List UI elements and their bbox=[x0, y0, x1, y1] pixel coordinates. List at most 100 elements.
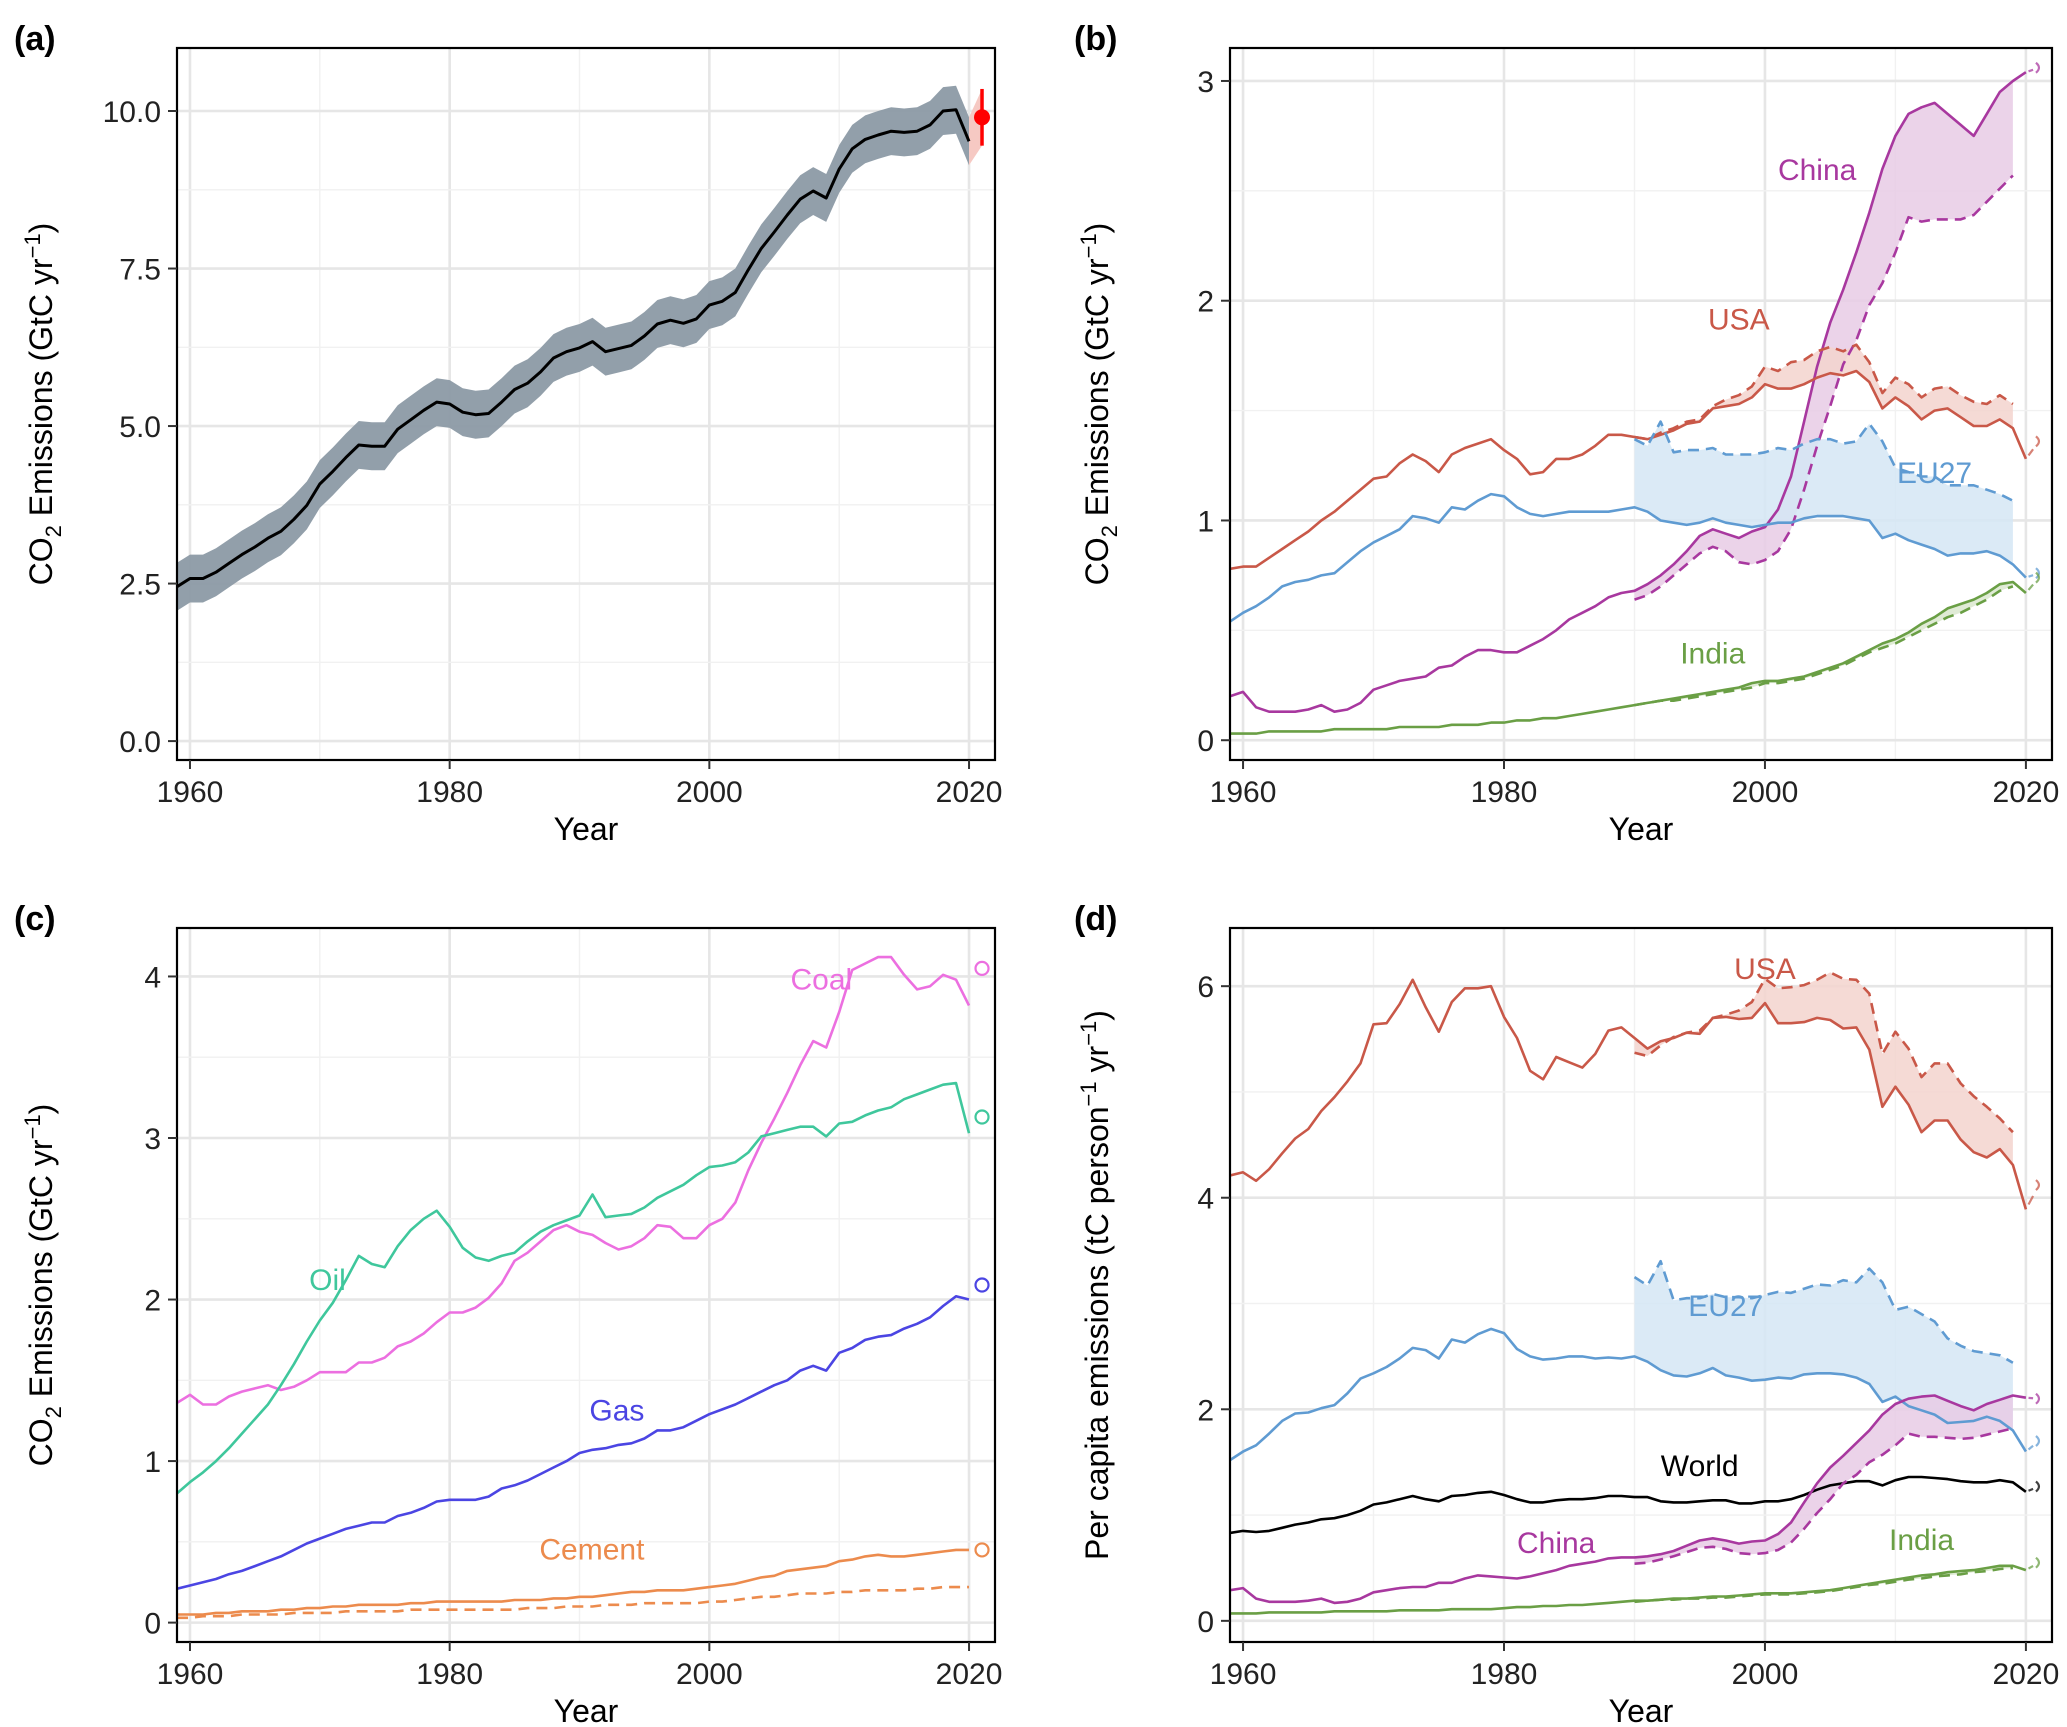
world-projection-mark bbox=[2028, 1480, 2041, 1493]
plot-area bbox=[177, 955, 990, 1620]
usa-line bbox=[1230, 978, 2028, 1210]
china-alt-dashed-line bbox=[1634, 1427, 2014, 1565]
y-axis-title: CO2 Emissions (GtC yr−1) bbox=[1076, 223, 1122, 586]
y-tick-label: 3 bbox=[1197, 66, 1214, 99]
y-tick-label: 0 bbox=[1197, 725, 1214, 758]
india-line bbox=[1230, 1564, 2027, 1615]
projection-point bbox=[974, 109, 991, 126]
y-axis-title-sub: 2 bbox=[41, 525, 66, 537]
x-tick-label: 2020 bbox=[1993, 776, 2060, 809]
plot-frame bbox=[1228, 926, 2054, 1644]
gas-series-label: Gas bbox=[589, 1395, 644, 1428]
oil-series-label: Oil bbox=[309, 1264, 346, 1297]
y-axis-title-sup: −1 bbox=[1076, 233, 1101, 258]
eu27-line bbox=[1230, 1327, 2028, 1462]
usa-alt-dashed-line bbox=[1634, 971, 2014, 1134]
oil-projection-point bbox=[974, 1109, 990, 1125]
panel-label: (d) bbox=[1074, 900, 1117, 938]
y-axis-title-sup: −1 bbox=[20, 1114, 45, 1139]
y-axis-title: CO2 Emissions (GtC yr−1) bbox=[20, 223, 66, 586]
x-axis-title: Year bbox=[1609, 811, 1674, 847]
eu27-projection-mark bbox=[2027, 1435, 2041, 1451]
y-axis-title-sup: −1 bbox=[20, 233, 45, 258]
eu27-difference-band bbox=[1634, 1261, 2013, 1431]
usa-projection-mark bbox=[2027, 435, 2041, 457]
usa-line bbox=[1230, 369, 2028, 571]
china-series-label: China bbox=[1778, 154, 1857, 187]
y-axis-title-post: ) bbox=[23, 223, 59, 234]
china-line bbox=[1230, 1394, 2027, 1605]
global-emissions-line bbox=[177, 108, 971, 588]
y-axis-title-sup: −1 bbox=[1076, 1081, 1101, 1106]
china-difference-band bbox=[1634, 1395, 2013, 1564]
y-tick-label: 4 bbox=[144, 961, 161, 994]
gridlines bbox=[177, 48, 995, 760]
y-axis-title-mid: yr bbox=[1079, 1045, 1115, 1081]
plot-area bbox=[1230, 971, 2041, 1615]
y-tick-label: 4 bbox=[1197, 1183, 1214, 1216]
coal-series-label: Coal bbox=[790, 963, 852, 996]
x-tick-label: 2020 bbox=[1993, 1658, 2060, 1691]
china-alt-dashed-line bbox=[1634, 174, 2014, 601]
eu27-series-label: EU27 bbox=[1897, 457, 1972, 490]
gridlines bbox=[177, 928, 995, 1642]
x-tick-label: 2000 bbox=[1732, 776, 1799, 809]
y-tick-label: 1 bbox=[144, 1446, 161, 1479]
y-axis-title-mid: Emissions (GtC yr bbox=[1079, 258, 1115, 525]
plot-frame bbox=[175, 46, 997, 762]
plot-area bbox=[177, 85, 991, 611]
x-tick-label: 1960 bbox=[157, 776, 224, 809]
x-tick-label: 2000 bbox=[676, 1658, 743, 1691]
eu27-difference-band bbox=[1634, 421, 2013, 565]
coal-projection-point bbox=[974, 960, 990, 976]
usa-alt-dashed-line bbox=[1634, 343, 2014, 441]
eu27-line bbox=[1230, 492, 2027, 623]
panel-label: (c) bbox=[14, 900, 56, 938]
eu27-projection-mark bbox=[2028, 567, 2041, 580]
x-tick-label: 1960 bbox=[1210, 776, 1277, 809]
india-projection-mark bbox=[2027, 571, 2041, 591]
y-tick-label: 2 bbox=[1197, 286, 1214, 319]
y-axis-title-post: ) bbox=[1079, 223, 1115, 234]
gas-line bbox=[177, 1295, 970, 1590]
y-tick-label: 7.5 bbox=[119, 254, 161, 287]
india-series-label: India bbox=[1680, 637, 1745, 670]
plot-background bbox=[177, 928, 995, 1642]
y-tick-label: 3 bbox=[144, 1123, 161, 1156]
y-axis-title: CO2 Emissions (GtC yr−1) bbox=[20, 1104, 66, 1467]
usa-series-label: USA bbox=[1708, 303, 1770, 336]
y-axis-title-sub: 2 bbox=[41, 1406, 66, 1418]
eu27-series-label: EU27 bbox=[1688, 1290, 1763, 1323]
usa-projection-mark bbox=[2027, 1179, 2041, 1206]
projection-band bbox=[969, 88, 983, 166]
x-tick-label: 1980 bbox=[1471, 1658, 1538, 1691]
panel-label: (b) bbox=[1074, 20, 1117, 58]
china-series-label: China bbox=[1517, 1527, 1596, 1560]
cement-projection-point bbox=[974, 1542, 990, 1558]
y-axis-title-post: ) bbox=[1079, 1010, 1115, 1021]
cement-line bbox=[177, 1548, 969, 1616]
x-tick-label: 1960 bbox=[157, 1658, 224, 1691]
india-line bbox=[1230, 580, 2027, 735]
x-tick-label: 1980 bbox=[416, 776, 483, 809]
x-axis-title: Year bbox=[1609, 1693, 1674, 1727]
y-axis-title-pre: CO bbox=[1079, 537, 1115, 585]
oil-line bbox=[177, 1081, 971, 1495]
coal-line bbox=[177, 955, 971, 1406]
y-tick-label: 0.0 bbox=[119, 726, 161, 759]
y-tick-label: 10.0 bbox=[103, 96, 161, 129]
plot-frame bbox=[1228, 46, 2054, 762]
y-axis-title-pre: CO bbox=[23, 1418, 59, 1466]
cement-alt-dashed-line bbox=[177, 1585, 969, 1620]
china-line bbox=[1230, 71, 2027, 714]
x-tick-label: 2000 bbox=[1732, 1658, 1799, 1691]
gas-projection-point bbox=[974, 1277, 990, 1293]
usa-difference-band bbox=[1634, 972, 2013, 1165]
x-tick-label: 2020 bbox=[936, 776, 1003, 809]
y-tick-label: 1 bbox=[1197, 505, 1214, 538]
y-axis-title-pre: Per capita emissions (tC person bbox=[1079, 1106, 1115, 1560]
x-tick-label: 1960 bbox=[1210, 1658, 1277, 1691]
y-axis-title-pre: CO bbox=[23, 537, 59, 585]
eu27-alt-dashed-line bbox=[1633, 1259, 2014, 1364]
